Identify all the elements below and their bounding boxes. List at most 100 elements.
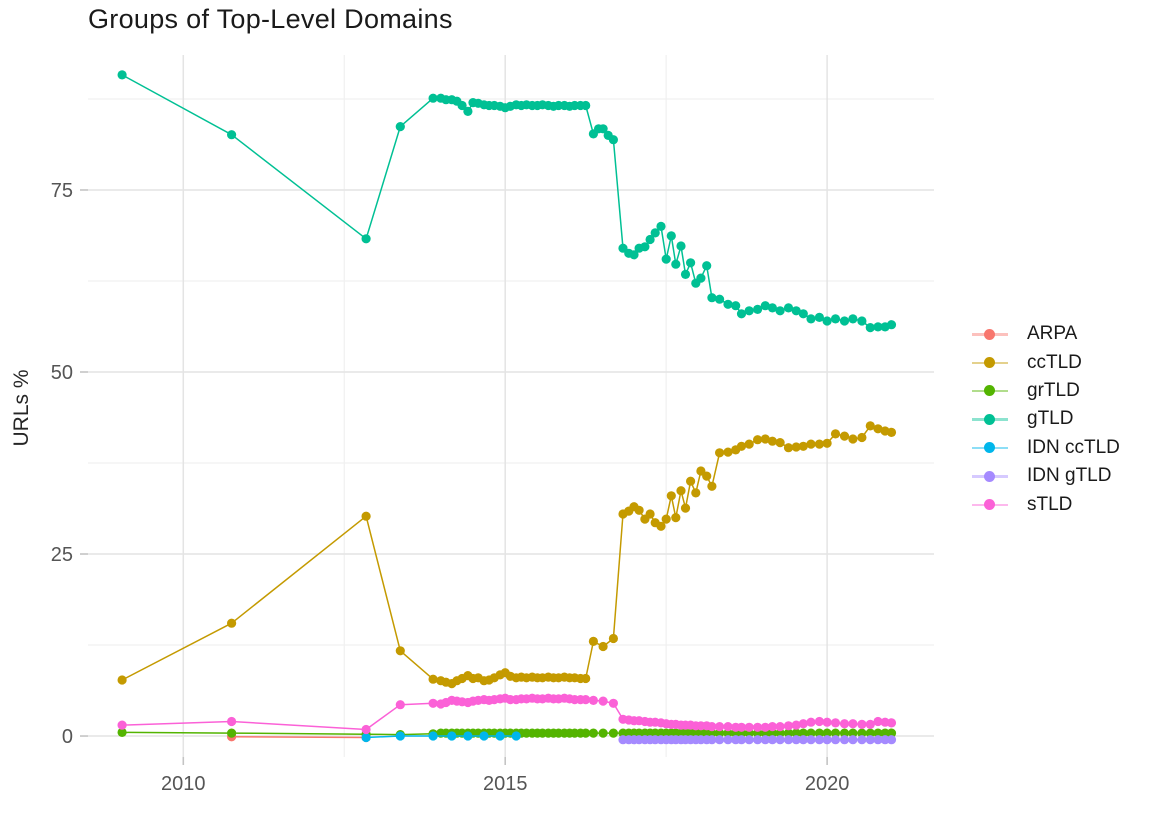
- data-point-grtld: [723, 728, 733, 738]
- data-point-idn-gtld: [791, 735, 801, 745]
- data-point-gtld: [608, 135, 619, 145]
- data-point-gtld: [702, 261, 712, 271]
- data-point-idn-gtld: [736, 735, 747, 745]
- x-tick-label: 2020: [805, 773, 850, 795]
- data-point-idn-gtld: [753, 735, 763, 745]
- data-point-grtld: [848, 728, 858, 738]
- data-point-grtld: [117, 727, 127, 738]
- data-point-stld: [395, 700, 405, 710]
- data-point-stld: [798, 719, 808, 729]
- legend-label: gTLD: [1027, 408, 1074, 430]
- legend-item-idn-cctld: IDN ccTLD: [972, 434, 1120, 462]
- data-point-cctld: [656, 521, 666, 531]
- data-point-stld: [361, 724, 371, 735]
- data-point-stld: [428, 698, 438, 708]
- data-point-stld: [791, 720, 801, 730]
- data-point-idn-gtld: [857, 735, 867, 745]
- legend-label: grTLD: [1027, 379, 1080, 401]
- data-point-idn-gtld: [783, 735, 794, 745]
- data-point-idn-gtld: [830, 735, 841, 745]
- data-point-cctld: [822, 438, 832, 448]
- data-point-grtld: [806, 728, 816, 738]
- data-point-cctld: [671, 513, 681, 523]
- data-point-grtld: [791, 728, 801, 738]
- data-point-stld: [707, 722, 717, 732]
- data-point-cctld: [839, 431, 850, 441]
- data-point-gtld: [656, 221, 666, 231]
- data-point-stld: [227, 716, 237, 727]
- data-point-stld: [723, 722, 733, 732]
- data-point-cctld: [588, 636, 599, 647]
- data-point-grtld: [775, 728, 785, 738]
- data-point-stld: [581, 695, 591, 705]
- data-point-gtld: [117, 70, 127, 80]
- x-tick-label: 2015: [483, 773, 528, 795]
- data-point-grtld: [767, 728, 778, 738]
- data-point-stld: [783, 721, 794, 731]
- data-point-grtld: [839, 728, 850, 738]
- data-point-cctld: [736, 441, 747, 451]
- data-point-grtld: [608, 728, 619, 738]
- legend-key-icon: [972, 441, 1008, 455]
- y-tick-label: 50: [51, 362, 73, 384]
- data-point-cctld: [760, 434, 770, 444]
- data-point-gtld: [661, 254, 671, 264]
- data-point-gtld: [629, 250, 639, 260]
- data-point-idn-cctld: [495, 731, 505, 741]
- data-point-stld: [830, 718, 841, 728]
- data-point-stld: [598, 696, 608, 706]
- data-point-gtld: [839, 316, 850, 326]
- data-point-gtld: [676, 241, 686, 251]
- data-point-gtld: [707, 293, 717, 303]
- series-line-gtld: [121, 74, 892, 329]
- data-point-grtld: [715, 728, 725, 738]
- data-point-stld: [865, 719, 875, 730]
- legend-key-icon: [972, 384, 1008, 398]
- data-point-cctld: [634, 505, 644, 515]
- data-point-gtld: [830, 314, 841, 324]
- data-point-gtld: [723, 299, 733, 309]
- data-point-idn-gtld: [723, 735, 733, 745]
- legend-item-arpa: ARPA: [972, 320, 1120, 348]
- data-point-gtld: [736, 309, 747, 319]
- data-point-gtld: [395, 122, 405, 132]
- data-point-idn-cctld: [511, 731, 521, 741]
- data-point-gtld: [775, 306, 785, 316]
- data-point-cctld: [830, 429, 841, 439]
- data-point-gtld: [865, 323, 875, 333]
- data-point-cctld: [428, 674, 438, 684]
- data-point-cctld: [744, 439, 754, 449]
- legend-label: ARPA: [1027, 323, 1078, 345]
- data-point-grtld: [707, 728, 717, 738]
- legend-item-gtld: gTLD: [972, 405, 1120, 433]
- legend-key-icon: [972, 327, 1008, 341]
- data-point-gtld: [598, 124, 608, 134]
- data-point-gtld: [886, 320, 897, 330]
- legend-key-icon: [972, 356, 1008, 370]
- data-point-idn-gtld: [707, 735, 717, 745]
- data-point-cctld: [873, 424, 883, 434]
- data-point-grtld: [588, 728, 599, 738]
- data-point-grtld: [783, 728, 794, 738]
- data-point-gtld: [822, 316, 832, 326]
- data-point-stld: [767, 722, 778, 732]
- data-point-gtld: [767, 303, 778, 313]
- data-point-cctld: [117, 675, 127, 685]
- data-point-cctld: [608, 633, 619, 644]
- data-point-cctld: [686, 476, 696, 486]
- legend: ARPA ccTLD grTLD gTLD IDN ccTLD IDN gTLD sTLD: [972, 320, 1120, 519]
- y-axis-title: URLs %: [10, 369, 33, 447]
- data-point-gtld: [696, 273, 706, 283]
- data-point-idn-gtld: [822, 735, 832, 745]
- data-point-grtld: [798, 728, 808, 738]
- data-point-stld: [736, 722, 747, 732]
- data-point-stld: [839, 719, 850, 729]
- data-point-grtld: [886, 728, 897, 738]
- data-point-gtld: [791, 306, 801, 316]
- data-point-cctld: [395, 646, 405, 656]
- data-point-grtld: [830, 728, 841, 738]
- data-point-cctld: [753, 435, 763, 445]
- data-point-gtld: [753, 304, 763, 314]
